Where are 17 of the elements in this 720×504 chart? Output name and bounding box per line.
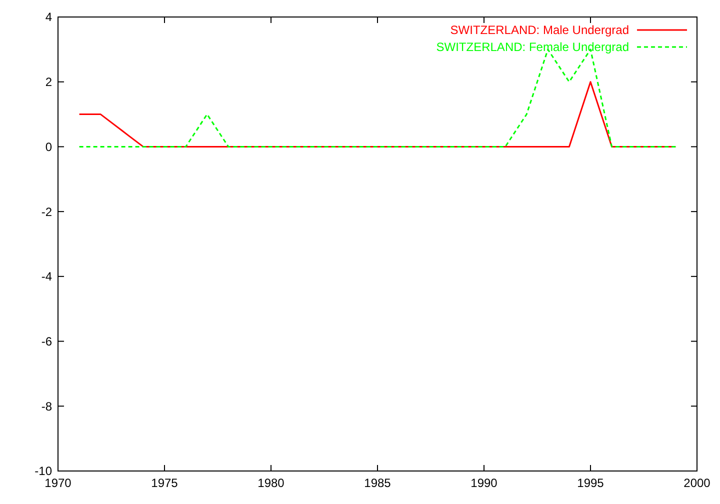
x-tick-label: 1995	[577, 476, 604, 490]
y-tick-label: -6	[41, 334, 52, 348]
x-tick-label: 1990	[470, 476, 498, 490]
x-tick-label: 2000	[684, 476, 711, 490]
x-tick-label: 1985	[364, 476, 392, 490]
x-tick-label: 1970	[44, 476, 72, 490]
y-tick-label: 4	[45, 10, 52, 24]
y-tick-label: -4	[41, 270, 52, 284]
legend-label: SWITZERLAND: Male Undergrad	[450, 23, 629, 38]
y-tick-label: -10	[34, 464, 52, 478]
y-tick-label: 2	[45, 75, 52, 90]
y-tick-label: 0	[45, 140, 52, 154]
y-tick-label: -8	[41, 399, 52, 414]
x-tick-label: 1975	[151, 476, 178, 490]
legend-label: SWITZERLAND: Female Undergrad	[436, 40, 629, 54]
y-tick-label: -2	[41, 204, 52, 219]
x-tick-label: 1980	[258, 476, 285, 490]
